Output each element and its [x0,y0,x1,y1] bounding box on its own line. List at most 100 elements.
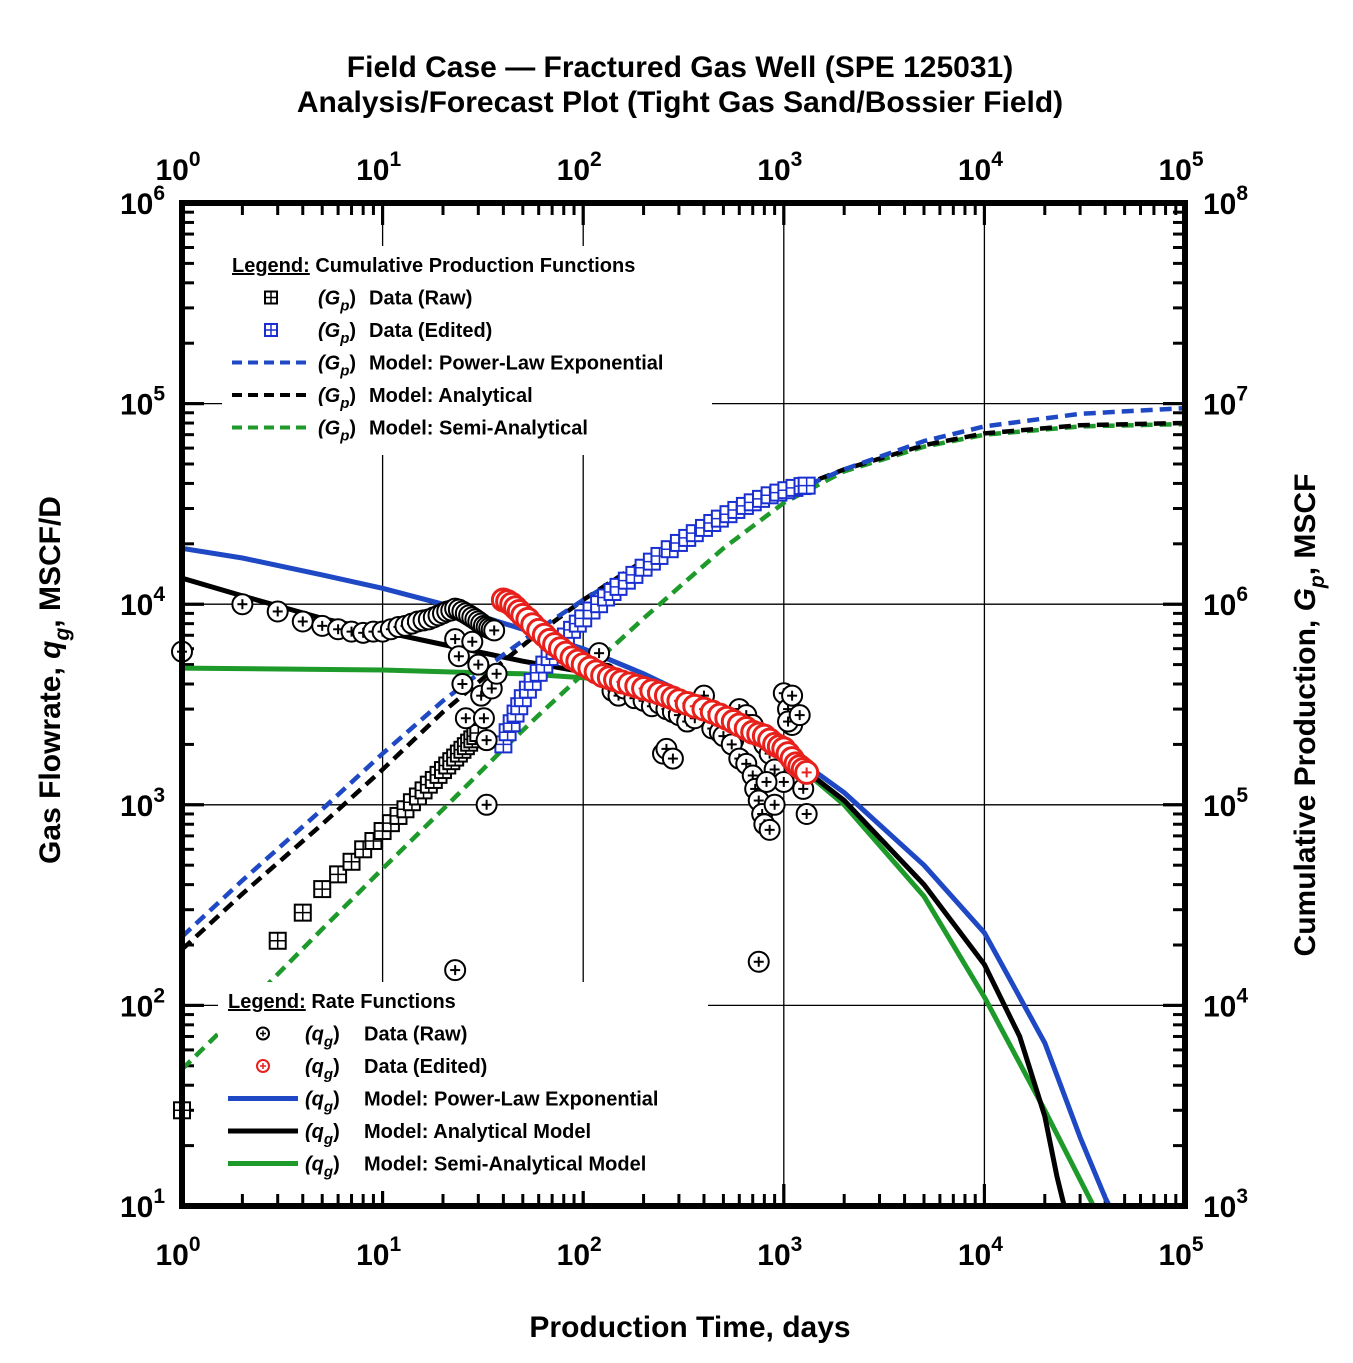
y-tick-label: 103 [120,784,165,823]
axis-label-part: p [1306,575,1329,589]
legend-symbol-main: (G [318,385,340,407]
tick-exponent: 4 [1236,984,1248,1007]
legend-cumulative: Legend: Cumulative Production Functions (… [222,246,712,455]
point-q-g-data-raw [763,793,786,816]
point-q-g-data-raw [231,593,254,616]
legend-symbol-close: ) [333,1024,340,1046]
y2-tick-label: 104 [1203,984,1248,1023]
point-q-g-data-raw [461,630,484,653]
point-q-g-data-raw [781,684,804,707]
y2-tick-label-text: 107 [1203,383,1248,422]
legend-symbol-sub: p [339,363,349,380]
point-q-g-data-raw [788,704,811,727]
axis-label-part: , MSCF [1289,474,1322,576]
legend-symbol: (qg) [305,1056,340,1083]
legend-symbol: (qg) [305,1154,340,1181]
x-top-tick-label: 103 [757,148,802,187]
tick-exponent: 4 [991,148,1003,171]
legend-cumulative-background [222,246,712,455]
point-q-g-data-raw [454,707,477,730]
tick-base: 10 [1203,589,1236,622]
legend-cumulative-heading: Legend: Cumulative Production Functions [232,255,635,277]
x-tick-label-text: 104 [958,1233,1003,1272]
tick-exponent: 5 [153,383,165,406]
point-q-g-data-raw [758,818,781,841]
legend-item-label: Model: Power-Law Exponential [364,1089,658,1111]
axis-label-part: G [1289,588,1322,611]
chart-subtitle: Analysis/Forecast Plot (Tight Gas Sand/B… [297,86,1063,119]
x-top-tick-label-text: 104 [958,148,1003,187]
tick-base: 10 [155,1239,188,1272]
tick-exponent: 1 [389,1233,401,1256]
legend-symbol-sub: g [323,1034,333,1051]
tick-exponent: 2 [590,148,602,171]
legend-symbol: (qg) [305,1024,340,1051]
y-axis-label: Gas Flowrate, qg, MSCF/D [34,496,74,864]
legend-symbol-main: (q [305,1024,324,1046]
y-tick-label-text: 106 [120,182,165,221]
tick-base: 10 [120,188,153,221]
y-tick-label: 104 [120,583,165,622]
tick-exponent: 3 [1236,1185,1248,1208]
legend-symbol: (qg) [305,1089,340,1116]
point-q-g-data-raw [472,707,495,730]
tick-base: 10 [757,1239,790,1272]
legend-symbol-close: ) [349,320,356,342]
legend-item-label: Model: Power-Law Exponential [369,353,663,375]
tick-base: 10 [1158,154,1191,187]
legend-rate: Legend: Rate Functions(qg) Data (Raw)(qg)… [218,982,708,1191]
y-tick-label-text: 105 [120,383,165,422]
legend-item-label: Data (Edited) [364,1056,487,1078]
point-q-g-data-raw [755,770,778,793]
point-q-g-data-raw [747,950,770,973]
ylabel-left-text: Gas Flowrate, qg, MSCF/D [34,496,74,864]
tick-base: 10 [120,1191,153,1224]
tick-base: 10 [1203,790,1236,823]
legend-symbol-main: (q [305,1121,324,1143]
x-top-tick-label-text: 105 [1158,148,1203,187]
legend-symbol-close: ) [333,1154,340,1176]
x-tick-label-text: 101 [356,1233,401,1272]
y2-tick-label: 106 [1203,583,1248,622]
point-q-g-data-raw [795,802,818,825]
x-tick-label-text: 105 [1158,1233,1203,1272]
legend-item-label: Data (Raw) [364,1024,467,1046]
tick-base: 10 [958,154,991,187]
tick-base: 10 [120,990,153,1023]
legend-heading-rest: Rate Functions [306,991,456,1013]
tick-exponent: 2 [590,1233,602,1256]
series-line-g-p-model-semi-analytical [182,421,1185,1071]
x-top-tick-label: 102 [557,148,602,187]
y2-axis-label: Cumulative Production, Gp, MSCF [1289,474,1329,957]
tick-exponent: 3 [153,784,165,807]
y-tick-label: 102 [120,984,165,1023]
y2-tick-label-text: 108 [1203,182,1248,221]
tick-base: 10 [1203,188,1236,221]
y2-tick-label-text: 104 [1203,984,1248,1023]
series-line-g-p-model-power-law-exponential [182,405,1185,939]
legend-symbol-sub: g [323,1131,333,1148]
legend-symbol: (Gp) [318,418,356,445]
legend-symbol-main: (q [305,1089,324,1111]
legend-symbol: (Gp) [318,353,356,380]
tick-base: 10 [120,790,153,823]
legend-symbol: (Gp) [318,288,356,315]
x-tick-label: 104 [958,1233,1003,1272]
tick-exponent: 5 [1192,148,1204,171]
y2-tick-label-text: 105 [1203,784,1248,823]
legend-symbol-sub: g [323,1066,333,1083]
point-q-g-data-raw [291,610,314,633]
tick-labels: 1001001011011021021031031041041051051011… [120,148,1248,1272]
x-tick-label: 102 [557,1233,602,1272]
x-top-tick-label: 105 [1158,148,1203,187]
legend-item-label: Model: Analytical [369,385,533,407]
legend-item-label: Data (Edited) [369,320,492,342]
y-tick-label: 101 [120,1185,165,1224]
tick-base: 10 [1203,990,1236,1023]
tick-exponent: 8 [1236,182,1248,205]
x-top-tick-label-text: 100 [155,148,200,187]
tick-base: 10 [155,154,188,187]
tick-base: 10 [757,154,790,187]
point-q-g-data-edited [794,759,820,785]
tick-exponent: 3 [791,148,803,171]
